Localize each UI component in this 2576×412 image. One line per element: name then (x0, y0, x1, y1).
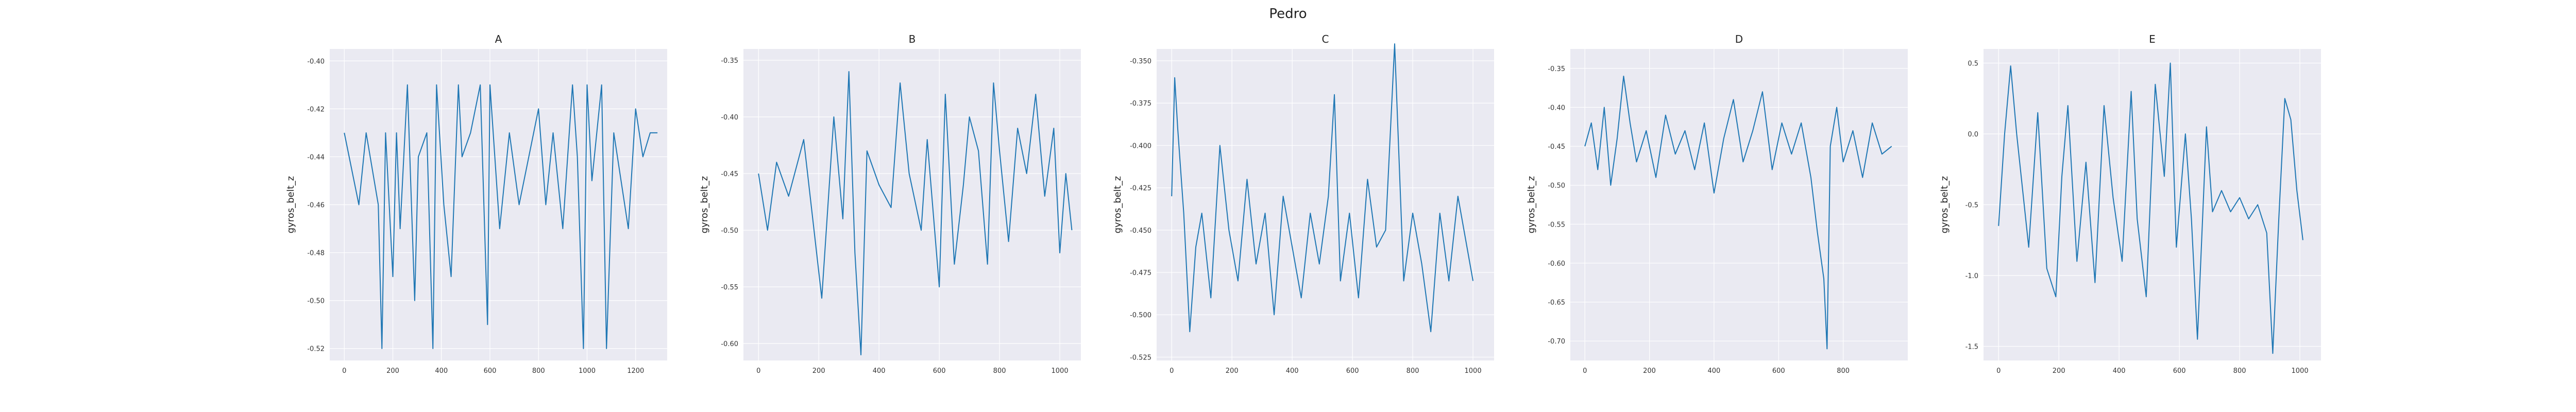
series-line (1584, 75, 1892, 350)
y-tick-label: -1.5 (1965, 344, 1978, 351)
x-tick-label: 1000 (2292, 367, 2309, 375)
x-tick-label: 800 (1406, 367, 1419, 375)
x-tick-label: 600 (933, 367, 946, 375)
y-tick-label: -0.5 (1965, 202, 1978, 210)
subplot-title: D (1735, 33, 1743, 45)
y-tick-label: -0.40 (1548, 104, 1565, 112)
y-tick-label: -0.45 (721, 170, 738, 178)
subplot-b: 0 200 400 600 800 1000 -0.60 -0.55 -0.50 -0.45 -0.… (699, 33, 1081, 375)
y-tick-label: -0.65 (1548, 299, 1565, 307)
y-tick-label: -0.52 (307, 346, 325, 353)
y-tick-label: -0.475 (1130, 269, 1151, 277)
y-tick-label: -0.450 (1130, 227, 1151, 235)
y-axis-label: gyros_belt_z (699, 176, 710, 233)
y-tick-label: -0.350 (1130, 58, 1151, 65)
subplot-title: E (2149, 33, 2156, 45)
series-line (1998, 62, 2303, 354)
y-tick-label: -0.50 (721, 227, 738, 235)
x-tick-label: 1000 (1465, 367, 1482, 375)
y-axis-label: gyros_belt_z (1112, 176, 1123, 233)
y-tick-label: -0.55 (721, 284, 738, 291)
y-tick-label: -0.40 (307, 58, 325, 65)
y-tick-label: -0.500 (1130, 312, 1151, 319)
y-axis-label: gyros_belt_z (285, 176, 296, 233)
x-tick-label: 400 (1708, 367, 1721, 375)
y-axis-label: gyros_belt_z (1526, 176, 1537, 233)
y-tick-label: -0.45 (1548, 143, 1565, 151)
plot-area (1157, 49, 1494, 360)
y-tick-label: -1.0 (1965, 272, 1978, 280)
y-tick-label: -0.60 (721, 340, 738, 348)
x-tick-label: 200 (2053, 367, 2065, 375)
y-tick-label: -0.50 (307, 298, 325, 305)
series-line (1171, 43, 1474, 333)
y-tick-label: -0.425 (1130, 185, 1151, 193)
x-tick-label: 200 (386, 367, 399, 375)
plot-area (1570, 49, 1908, 360)
y-tick-label: -0.525 (1130, 354, 1151, 362)
x-tick-label: 200 (812, 367, 825, 375)
plot-area (743, 49, 1081, 360)
y-tick-label: -0.46 (307, 202, 325, 210)
series-line (758, 71, 1073, 355)
subplot-title: C (1322, 33, 1329, 45)
x-tick-label: 400 (2113, 367, 2126, 375)
y-tick-label: -0.35 (1548, 65, 1565, 73)
x-tick-label: 200 (1226, 367, 1239, 375)
x-tick-label: 200 (1643, 367, 1656, 375)
subplot-d: 0 200 400 600 800 -0.70 -0.65 -0.60 -0.55 -0.50 -0… (1526, 33, 1908, 375)
x-tick-label: 800 (532, 367, 545, 375)
x-tick-label: 1000 (1052, 367, 1069, 375)
x-tick-label: 600 (2173, 367, 2186, 375)
subplot-e: 0 200 400 600 800 1000 -1.5 -1.0 -0.5 0.0 0.5 Egyro… (1939, 33, 2321, 375)
y-tick-label: -0.48 (307, 250, 325, 258)
x-tick-label: 1200 (627, 367, 644, 375)
y-tick-label: -0.55 (1548, 221, 1565, 229)
x-tick-label: 1000 (579, 367, 596, 375)
y-tick-label: -0.42 (307, 106, 325, 113)
x-tick-label: 600 (484, 367, 497, 375)
x-tick-label: 800 (1837, 367, 1850, 375)
subplots: 0 200 400 600 800 1000 1200-0.52-0.50-0.48-0.4… (285, 33, 2321, 375)
subplot-title: B (909, 33, 916, 45)
x-tick-label: 400 (873, 367, 886, 375)
y-tick-label: -0.400 (1130, 142, 1151, 150)
x-tick-label: 400 (1286, 367, 1299, 375)
y-tick-label: -0.44 (307, 153, 325, 161)
x-tick-label: 800 (2233, 367, 2246, 375)
subplot-a: 0 200 400 600 800 1000 1200 -0.52 -0.50 -0.48 -0.4… (285, 33, 667, 375)
y-tick-label: -0.50 (1548, 182, 1565, 190)
figure-title: Pedro (1269, 6, 1307, 22)
series-line (344, 84, 658, 349)
y-tick-label: -0.70 (1548, 338, 1565, 346)
x-tick-label: 0 (1583, 367, 1587, 375)
x-tick-label: 600 (1772, 367, 1785, 375)
y-tick-label: -0.35 (721, 57, 738, 65)
x-tick-label: 0 (1170, 367, 1174, 375)
y-tick-label: -0.60 (1548, 260, 1565, 268)
x-tick-label: 400 (435, 367, 448, 375)
y-tick-label: 0.0 (1968, 131, 1978, 139)
y-tick-label: -0.375 (1130, 100, 1151, 108)
subplot-c: 0 200 400 600 800 1000 -0.525 -0.500 -0.475 -0.45… (1112, 33, 1494, 375)
y-tick-label: 0.5 (1968, 60, 1978, 68)
y-tick-label: -0.40 (721, 114, 738, 122)
subplot-title: A (495, 33, 502, 45)
x-tick-label: 0 (342, 367, 346, 375)
x-tick-label: 0 (1996, 367, 2001, 375)
x-tick-label: 800 (993, 367, 1006, 375)
y-axis-label: gyros_belt_z (1939, 176, 1950, 233)
x-tick-label: 0 (756, 367, 760, 375)
x-tick-label: 600 (1346, 367, 1359, 375)
